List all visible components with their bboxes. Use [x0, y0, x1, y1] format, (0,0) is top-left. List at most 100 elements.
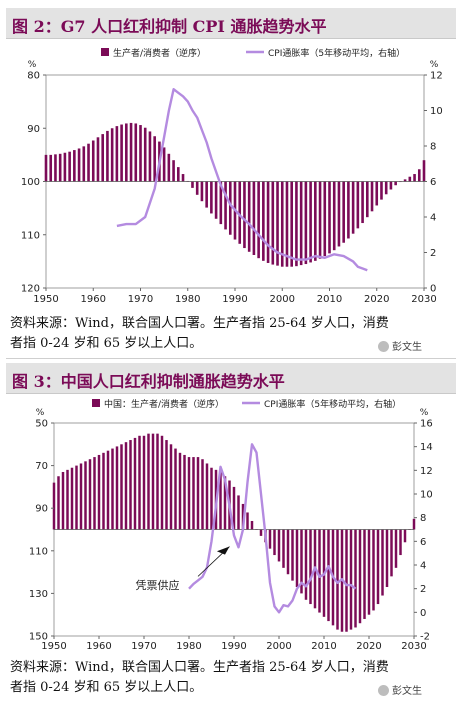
bar	[110, 128, 114, 182]
bar	[354, 529, 357, 628]
x-tick-label: 1960	[86, 641, 111, 650]
right-tick-label: 2	[430, 248, 436, 259]
bar	[342, 181, 345, 243]
bar	[167, 153, 171, 182]
bar	[280, 181, 284, 267]
bar	[219, 471, 222, 530]
bar	[54, 154, 57, 182]
bar	[172, 160, 175, 182]
bar	[257, 181, 260, 259]
bar	[366, 181, 369, 218]
bar	[49, 154, 53, 182]
right-tick-label: 16	[420, 419, 433, 430]
bar	[403, 179, 407, 182]
x-tick-label: 2000	[266, 641, 291, 650]
bar	[162, 147, 166, 182]
bar	[63, 152, 67, 182]
bar	[75, 465, 78, 530]
right-tick-label: 4	[420, 561, 426, 572]
left-tick-label: 110	[21, 230, 40, 241]
bar	[246, 512, 249, 530]
bar	[376, 529, 380, 605]
left-tick-label: 70	[35, 461, 48, 472]
bar	[129, 122, 133, 182]
bar	[79, 463, 83, 530]
bar	[134, 123, 138, 182]
right-tick-label: 2	[420, 584, 426, 595]
left-tick-label: 90	[35, 504, 48, 515]
bar	[358, 529, 362, 624]
bar	[394, 529, 398, 568]
bar	[259, 529, 263, 536]
bar	[349, 529, 353, 630]
bar	[241, 503, 245, 530]
bar	[93, 457, 96, 530]
bar	[124, 442, 128, 530]
bar	[250, 520, 254, 530]
bar	[262, 181, 265, 261]
bar	[106, 130, 109, 182]
x-tick-label: 1990	[222, 294, 247, 305]
annotation-label: 凭票供应	[136, 578, 180, 592]
bar	[219, 181, 223, 225]
x-tick-label: 1980	[175, 294, 200, 305]
bar	[309, 181, 312, 263]
bar	[111, 448, 114, 530]
wechat-logo-icon	[378, 341, 389, 352]
right-tick-label: -2	[420, 632, 430, 643]
figure-3-source-line-1: 资料来源：Wind，联合国人口署。生产者指 25-64 岁人口，消费	[10, 660, 389, 675]
bar	[191, 181, 194, 188]
left-tick-label: 110	[29, 546, 48, 557]
bar	[276, 181, 279, 266]
bar	[318, 181, 322, 259]
figure-2-watermark-text: 彭文生	[392, 342, 422, 353]
bar	[77, 148, 81, 182]
bar	[120, 124, 123, 182]
bar	[252, 181, 256, 255]
right-tick-label: 8	[420, 513, 426, 524]
bar	[210, 181, 213, 214]
legend-bar-swatch	[92, 399, 100, 407]
bar	[205, 181, 208, 208]
left-axis-unit: %	[28, 60, 37, 70]
bar	[148, 131, 152, 182]
bar	[375, 181, 379, 206]
bar	[295, 181, 298, 267]
figure-2-chart: 80 90 100 110 120 0 2 4 6 8 10 12 1950 1960 1970 1980 19…	[21, 47, 443, 305]
bar	[277, 529, 281, 562]
x-tick-label: 2010	[317, 294, 342, 305]
left-axis-unit: %	[36, 408, 45, 418]
x-tick-label: 2020	[356, 641, 381, 650]
bar	[160, 435, 164, 530]
bar	[286, 529, 290, 575]
bar	[82, 146, 86, 182]
x-tick-label: 2010	[311, 641, 336, 650]
bar	[143, 127, 147, 182]
x-tick-label: 1970	[128, 294, 153, 305]
left-tick-label: 150	[29, 632, 48, 643]
bar	[328, 181, 331, 254]
bar	[187, 457, 191, 530]
bar	[367, 529, 371, 615]
bar	[370, 181, 374, 212]
bar	[101, 134, 104, 182]
x-tick-label: 1950	[41, 641, 66, 650]
bar	[337, 181, 341, 247]
bar	[200, 181, 204, 202]
bar	[147, 433, 150, 530]
figure-2-title-bar: 图 2：G7 人口红利抑制 CPI 通胀趋势水平	[6, 8, 456, 39]
bar	[300, 529, 303, 594]
bar	[153, 136, 156, 182]
x-tick-label: 2000	[270, 294, 295, 305]
bar	[336, 529, 339, 630]
bar	[196, 457, 200, 530]
bar	[44, 154, 48, 182]
bar	[228, 181, 232, 235]
bar	[363, 529, 366, 619]
legend-line-label: CPI通胀率（5年移动平均，右轴）	[268, 47, 405, 59]
bar	[295, 529, 299, 588]
bar	[417, 169, 421, 182]
figure-3-title: 图 3：中国人口红利抑制通胀趋势水平	[12, 372, 285, 391]
bar	[120, 444, 123, 530]
right-tick-label: 0	[430, 284, 436, 295]
